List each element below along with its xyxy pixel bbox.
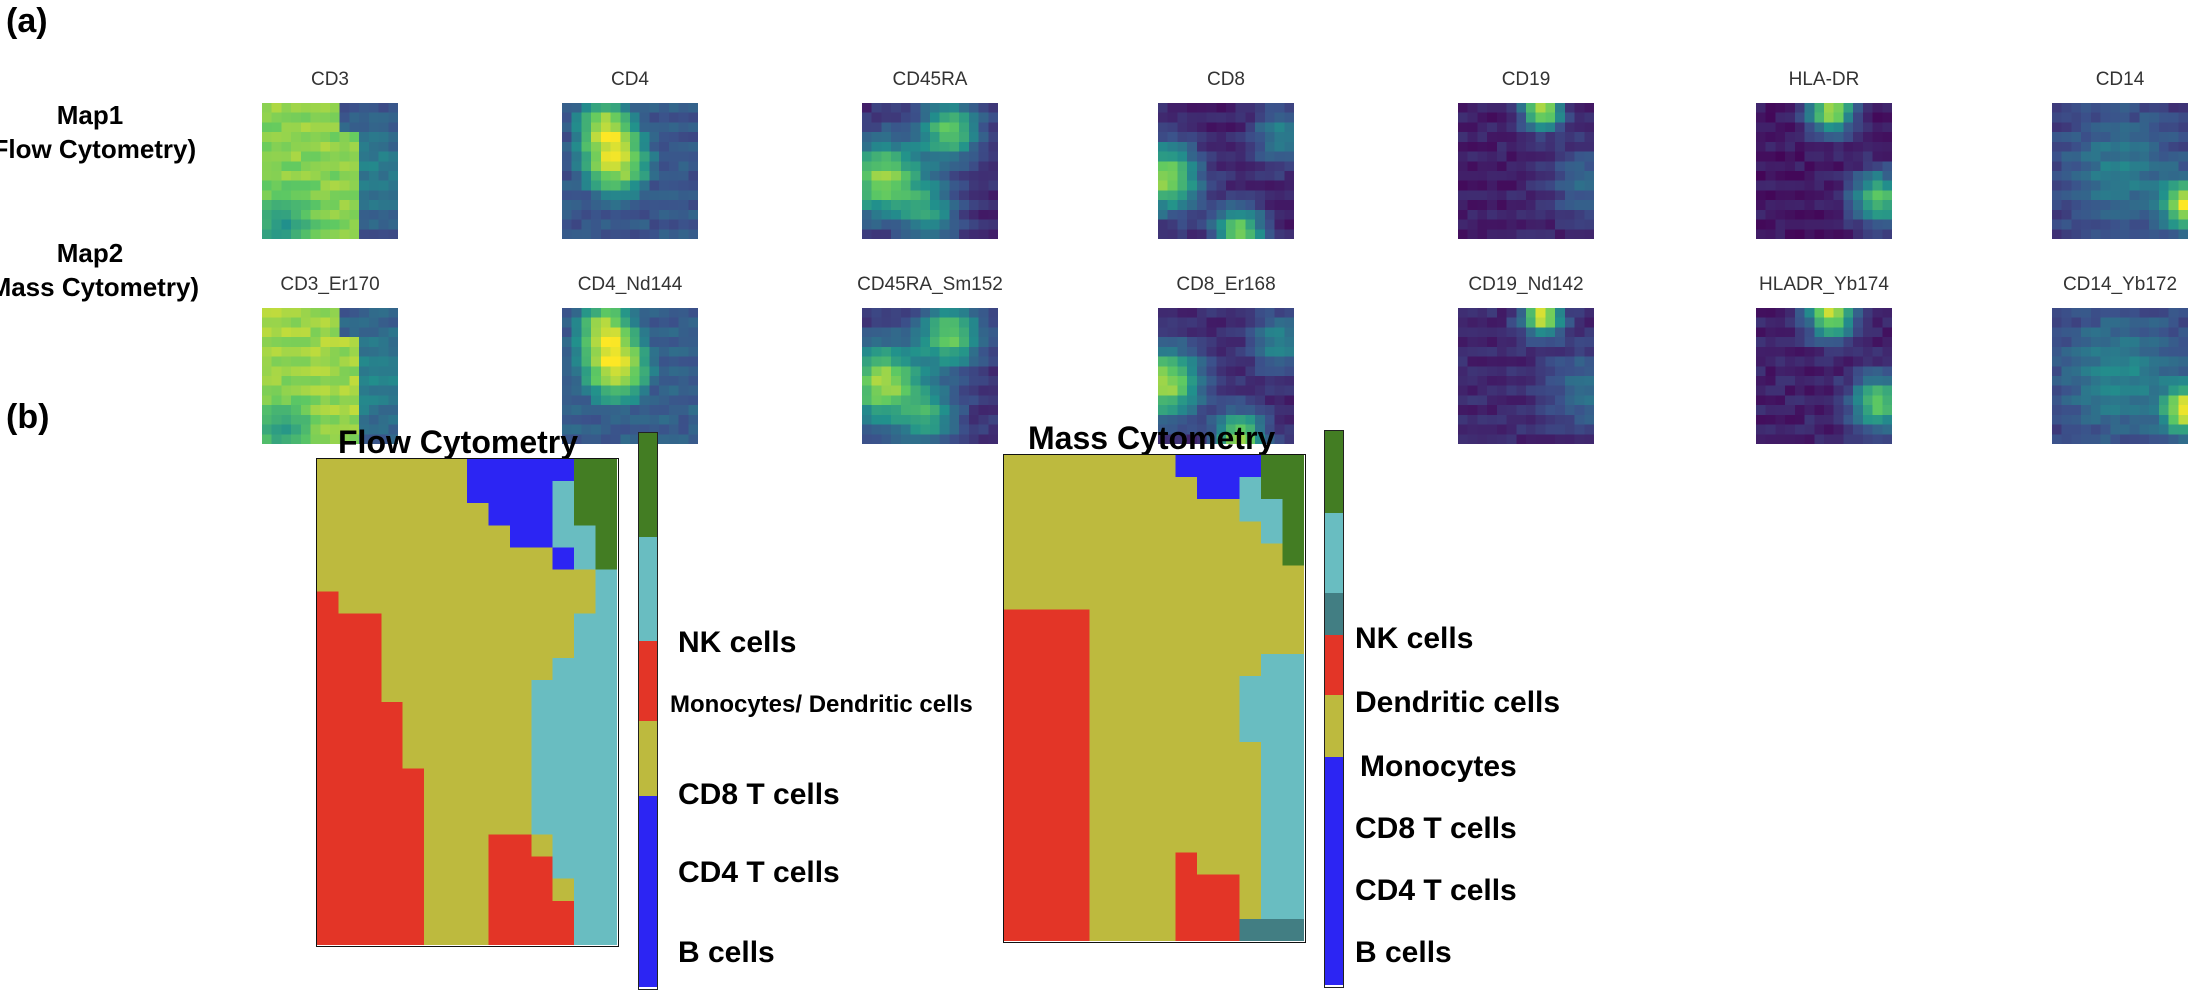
heatmap-title: CD3_Er170 bbox=[280, 274, 380, 295]
legend-swatch-monocytes-dendritic bbox=[639, 537, 657, 641]
heatmap-cd4-nd144: CD4_Nd144 bbox=[562, 274, 698, 444]
panel-a-label: (a) bbox=[6, 2, 48, 40]
heatmap-title: CD14 bbox=[2095, 69, 2145, 90]
heatmap-title: CD45RA_Sm152 bbox=[857, 274, 1003, 295]
row2-title-line2: (Mass Cytometry) bbox=[0, 272, 200, 302]
legend-swatch-cd4 bbox=[639, 721, 657, 796]
heatmap-cd14-yb172: CD14_Yb172 bbox=[2052, 274, 2188, 444]
heatmap-cd14: CD14 bbox=[2052, 69, 2188, 239]
legend-swatch-b bbox=[1325, 757, 1343, 985]
heatmap-cd8-er168: CD8_Er168 bbox=[1158, 274, 1294, 444]
mass-legend-dendritic: Dendritic cells bbox=[1355, 686, 1561, 719]
flow-legend-monocytes-dendritic: Monocytes/ Dendritic cells bbox=[670, 691, 973, 718]
mass-legend-cd8: CD8 T cells bbox=[1355, 812, 1517, 845]
legend-swatch-monocytes bbox=[1325, 593, 1343, 635]
heatmap-cd45ra: CD45RA bbox=[862, 69, 998, 239]
heatmap-title: CD19_Nd142 bbox=[1468, 274, 1584, 295]
row2-title-line1: Map2 bbox=[56, 238, 124, 268]
heatmap-hla-dr: HLA-DR bbox=[1756, 69, 1892, 239]
flow-cytometry-cluster-map bbox=[316, 458, 619, 947]
legend-swatch-cd8 bbox=[639, 641, 657, 721]
heatmap-cd3-er170: CD3_Er170 bbox=[262, 274, 398, 444]
flow-legend-cd4: CD4 T cells bbox=[678, 856, 840, 889]
flow-legend-b: B cells bbox=[678, 936, 775, 969]
heatmap-title: CD19 bbox=[1501, 69, 1551, 90]
heatmap-title: CD14_Yb172 bbox=[2062, 274, 2178, 295]
heatmap-cd19: CD19 bbox=[1458, 69, 1594, 239]
mass-legend-cd4: CD4 T cells bbox=[1355, 874, 1517, 907]
row1-title-line2: (Flow Cytometry) bbox=[0, 134, 197, 164]
row1-title: Map1 (Flow Cytometry) bbox=[0, 98, 240, 166]
heatmap-cd8: CD8 bbox=[1158, 69, 1294, 239]
panel-b-label: (b) bbox=[6, 398, 50, 436]
heatmap-title: CD4 bbox=[610, 69, 649, 90]
heatmap-cd3: CD3 bbox=[262, 69, 398, 239]
legend-swatch-cd8 bbox=[1325, 635, 1343, 695]
flow-legend-nk: NK cells bbox=[678, 626, 797, 659]
heatmap-title: CD8 bbox=[1206, 69, 1245, 90]
flow-legend-bar bbox=[638, 432, 658, 990]
legend-swatch-b bbox=[639, 796, 657, 987]
heatmap-title: HLADR_Yb174 bbox=[1759, 274, 1889, 295]
heatmap-title: CD8_Er168 bbox=[1176, 274, 1276, 295]
mass-cytometry-cluster-map bbox=[1003, 454, 1306, 943]
mass-legend-b: B cells bbox=[1355, 936, 1452, 969]
legend-swatch-dendritic bbox=[1325, 513, 1343, 593]
heatmap-cd19-nd142: CD19_Nd142 bbox=[1458, 274, 1594, 444]
row2-title: Map2 (Mass Cytometry) bbox=[0, 236, 240, 304]
heatmap-hladr-yb174: HLADR_Yb174 bbox=[1756, 274, 1892, 444]
heatmap-title: CD45RA bbox=[892, 69, 968, 90]
heatmap-title: CD4_Nd144 bbox=[577, 274, 683, 295]
heatmap-title: HLA-DR bbox=[1788, 69, 1860, 90]
mass-legend-monocytes: Monocytes bbox=[1360, 750, 1517, 783]
flow-legend-cd8: CD8 T cells bbox=[678, 778, 840, 811]
flow-map-title: Flow Cytometry bbox=[338, 424, 579, 460]
legend-swatch-cd4 bbox=[1325, 695, 1343, 757]
row1-title-line1: Map1 bbox=[56, 100, 124, 130]
mass-legend-nk: NK cells bbox=[1355, 622, 1474, 655]
mass-map-title: Mass Cytometry bbox=[1028, 420, 1276, 456]
mass-legend-bar bbox=[1324, 430, 1344, 988]
heatmap-cd45ra-sm152: CD45RA_Sm152 bbox=[857, 274, 1003, 444]
legend-swatch-nk bbox=[1325, 431, 1343, 513]
legend-swatch-nk bbox=[639, 433, 657, 537]
heatmap-cd4: CD4 bbox=[562, 69, 698, 239]
heatmap-title: CD3 bbox=[310, 69, 349, 90]
